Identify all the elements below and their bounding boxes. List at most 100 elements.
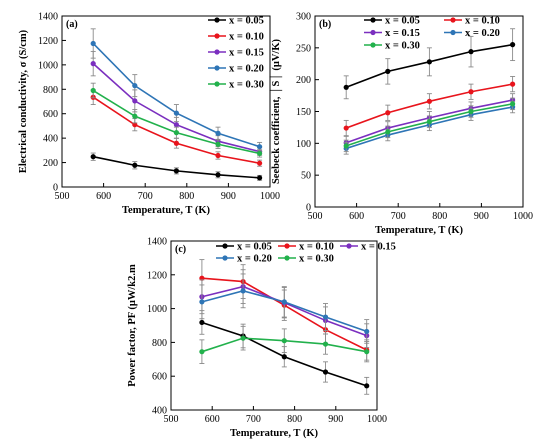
legend-marker (214, 81, 220, 87)
legend: x = 0.05 x = 0.10 x = 0.15 x = 0.20 x = 0.30 (364, 16, 500, 52)
x-tick-label: 500 (55, 191, 70, 202)
y-tick-label: 50 (301, 171, 311, 182)
panel-label: (b) (319, 19, 331, 30)
legend-marker (214, 33, 220, 39)
y-tick-label: 1400 (147, 237, 167, 248)
y-tick-label: 600 (152, 372, 167, 383)
legend-entry: x = 0.15 (385, 28, 420, 39)
series-5 (90, 82, 263, 158)
data-point (385, 129, 391, 135)
x-tick-label: 1000 (367, 414, 387, 425)
data-point (90, 154, 96, 160)
data-point (90, 61, 96, 67)
legend-entry: x = 0.10 (299, 242, 334, 253)
legend-marker (214, 17, 220, 23)
y-tick-label: 200 (296, 75, 311, 86)
data-point (173, 122, 179, 128)
data-point (257, 150, 263, 157)
x-tick-label: 600 (96, 191, 111, 202)
chart-panel-2: 500 600 700 800 900 1000 0 50 100 150 200 250 300 Tem… (269, 12, 533, 237)
legend-marker (222, 255, 228, 261)
data-point (215, 172, 221, 178)
data-point (343, 125, 349, 131)
legend-entry: x = 0.20 (229, 64, 264, 75)
series-5 (343, 97, 516, 153)
y-axis-label: Electrical conductivity, σ (S/cm) (18, 29, 29, 173)
y-axis-label: Power factor, PF (μW/k2.m (127, 264, 138, 387)
data-point (257, 175, 263, 181)
data-point (132, 83, 138, 89)
data-point (132, 162, 138, 168)
legend-marker (346, 243, 352, 249)
x-axis-label: Temperature, T (K) (230, 428, 318, 439)
series-4 (90, 28, 263, 152)
panel-label: (a) (66, 19, 78, 30)
data-point (257, 144, 263, 150)
series-1 (343, 28, 516, 100)
data-point (426, 98, 432, 104)
x-tick-label: 700 (391, 211, 406, 222)
x-tick-label: 800 (432, 211, 447, 222)
y-tick-label: 0 (53, 183, 58, 194)
y-tick-label: 1000 (38, 60, 58, 71)
y-tick-label: 200 (43, 158, 58, 169)
data-point (173, 130, 179, 136)
data-point (509, 42, 516, 48)
data-point (90, 87, 96, 94)
y-tick-label: 1200 (38, 36, 58, 47)
x-tick-label: 700 (138, 191, 153, 202)
x-axis-label: Temperature, T (K) (375, 225, 463, 236)
data-point (240, 335, 246, 341)
x-tick-label: 600 (349, 211, 364, 222)
legend-marker (214, 49, 220, 55)
data-point (240, 288, 246, 294)
data-point (322, 341, 329, 347)
legend-marker (284, 243, 290, 249)
legend-entry: x = 0.15 (229, 48, 264, 59)
data-point (509, 101, 516, 107)
data-point (199, 349, 205, 355)
legend-entry: x = 0.05 (229, 16, 264, 27)
data-point (322, 314, 329, 320)
legend-entry: x = 0.05 (385, 16, 420, 27)
data-point (215, 141, 221, 147)
x-tick-label: 900 (328, 414, 343, 425)
legend: x = 0.05 x = 0.10 x = 0.15 x = 0.20 x = 0.30 (208, 16, 264, 91)
y-tick-label: 400 (43, 134, 58, 145)
data-point (90, 40, 96, 47)
legend-marker (222, 243, 228, 249)
legend-entry: x = 0.15 (361, 242, 396, 253)
legend: x = 0.05 x = 0.10 x = 0.15 x = 0.20 x = 0.30 (216, 242, 396, 265)
data-point (468, 89, 474, 95)
panel-label: (c) (175, 244, 186, 255)
y-tick-label: 1200 (147, 270, 167, 281)
data-point (132, 122, 138, 128)
data-point (468, 108, 474, 115)
y-tick-label: 250 (296, 43, 311, 54)
legend-marker (450, 17, 456, 23)
y-tick-label: 400 (152, 406, 167, 417)
data-point (173, 168, 179, 174)
x-tick-label: 800 (179, 191, 194, 202)
y-tick-label: 150 (296, 107, 311, 118)
data-point (132, 98, 138, 104)
y-tick-label: 800 (43, 85, 58, 96)
data-point (281, 299, 287, 305)
legend-marker (370, 17, 376, 23)
legend-marker (284, 255, 290, 261)
series-1 (199, 310, 370, 395)
y-tick-label: 800 (152, 338, 167, 349)
data-point (173, 110, 179, 116)
data-point (215, 130, 221, 136)
plot-frame (170, 240, 378, 411)
data-point (364, 328, 370, 335)
data-point (281, 338, 287, 344)
x-tick-label: 900 (221, 191, 236, 202)
y-axis-label: Seebeck coefficient, │S│ (μV/K) (269, 38, 283, 184)
series-4 (199, 273, 370, 344)
data-point (199, 299, 205, 305)
series-1 (90, 152, 263, 181)
data-point (199, 319, 205, 326)
data-point (173, 140, 179, 146)
data-point (132, 113, 138, 119)
